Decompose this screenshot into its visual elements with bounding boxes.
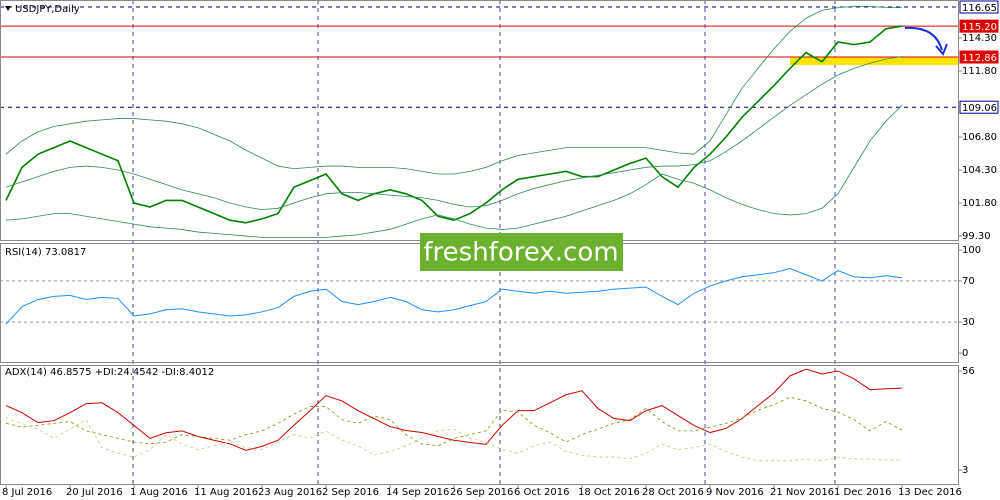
x-tick-label: 2 Sep 2016 <box>322 487 379 498</box>
series-line <box>5 25 903 224</box>
series-line <box>5 5 902 175</box>
x-tick-label: 1 Dec 2016 <box>834 487 892 498</box>
y-tick-label: 104.30 <box>962 165 997 176</box>
rsi-title: RSI(14) 73.0817 <box>5 247 86 258</box>
forecast-arrow <box>904 26 943 51</box>
level-label: 115.20 <box>962 22 997 33</box>
series-line <box>5 268 903 325</box>
level-label-box <box>959 19 999 33</box>
x-tick-label: 14 Sep 2016 <box>386 487 449 498</box>
x-tick-label: 18 Oct 2016 <box>578 487 640 498</box>
chart-title: USDJPY,Daily <box>15 4 80 15</box>
y-tick-label: 99.30 <box>962 231 991 242</box>
level-label-box <box>959 100 999 114</box>
watermark-box <box>420 233 623 271</box>
menu-icon <box>5 6 11 11</box>
y-tick-label: 56 <box>962 366 975 377</box>
series-line <box>5 105 903 238</box>
level-label-box <box>959 0 999 14</box>
y-tick-label: 3 <box>962 465 968 476</box>
y-tick-label: 106.80 <box>962 132 997 143</box>
arrow-head <box>935 43 948 56</box>
x-tick-label: 23 Aug 2016 <box>258 487 322 498</box>
y-tick-label: 0 <box>962 348 968 359</box>
support-zone <box>790 57 958 65</box>
x-tick-label: 28 Oct 2016 <box>642 487 704 498</box>
level-label: 112.86 <box>962 53 997 64</box>
y-tick-label: 100 <box>962 245 981 256</box>
series-line <box>5 56 903 211</box>
x-tick-label: 8 Jul 2016 <box>2 487 52 498</box>
x-tick-label: 1 Aug 2016 <box>130 487 188 498</box>
x-tick-label: 20 Jul 2016 <box>66 487 123 498</box>
y-tick-label: 114.30 <box>962 33 997 44</box>
y-tick-label: 30 <box>962 317 975 328</box>
series-line <box>5 368 903 451</box>
y-tick-label: 111.80 <box>962 66 997 77</box>
x-tick-label: 9 Nov 2016 <box>706 487 764 498</box>
x-tick-label: 11 Aug 2016 <box>194 487 258 498</box>
adx-title: ADX(14) 46.8575 +DI:24.4542 -DI:8.4012 <box>5 367 214 378</box>
y-tick-label: 101.80 <box>962 198 997 209</box>
x-tick-label: 21 Nov 2016 <box>770 487 834 498</box>
level-label-box <box>959 50 999 64</box>
x-tick-label: 13 Dec 2016 <box>898 487 962 498</box>
level-label: 116.65 <box>962 3 997 14</box>
y-tick-label: 70 <box>962 276 975 287</box>
x-tick-label: 26 Sep 2016 <box>450 487 513 498</box>
x-tick-label: 6 Oct 2016 <box>514 487 569 498</box>
series-line <box>5 417 903 462</box>
level-label: 109.06 <box>962 103 997 114</box>
watermark: freshforex.com <box>423 238 618 268</box>
